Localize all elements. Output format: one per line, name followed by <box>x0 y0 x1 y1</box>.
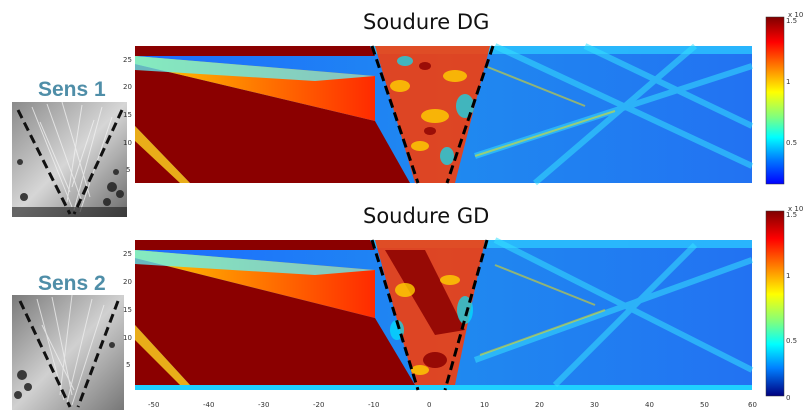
x-tick: 30 <box>590 401 599 409</box>
sens-2-label: Sens 2 <box>38 272 106 295</box>
micrograph-sens-2 <box>12 294 124 410</box>
plot-title-gd: Soudure GD <box>363 204 490 228</box>
colorbar-tick: 0 <box>786 394 791 402</box>
y-tick: 5 <box>126 166 131 174</box>
x-tick: -50 <box>148 401 160 409</box>
y-tick: 15 <box>123 111 132 119</box>
y-tick: 25 <box>123 250 132 258</box>
x-tick: -10 <box>368 401 380 409</box>
y-tick: 25 <box>123 56 132 64</box>
x-tick: -30 <box>258 401 270 409</box>
colorbar-tick: 0.5 <box>786 139 798 147</box>
y-tick: 10 <box>123 334 132 342</box>
x-tick: 50 <box>700 401 709 409</box>
x-tick: 40 <box>645 401 654 409</box>
y-tick: 20 <box>123 278 132 286</box>
colorbar-exponent: x 10-12 <box>788 205 803 213</box>
x-tick: 0 <box>427 401 432 409</box>
x-tick: 10 <box>480 401 489 409</box>
plot-title-dg: Soudure DG <box>363 10 490 34</box>
colorbar-gd <box>765 210 785 397</box>
x-tick: 60 <box>748 401 757 409</box>
heatmap-soudure-gd <box>135 237 754 391</box>
colorbar-tick: 1.5 <box>786 211 798 219</box>
y-tick: 10 <box>123 139 132 147</box>
y-tick: 5 <box>126 361 131 369</box>
heatmap-soudure-dg <box>135 43 754 186</box>
x-tick: -20 <box>313 401 325 409</box>
colorbar-tick: 1.5 <box>786 17 798 25</box>
y-tick: 20 <box>123 83 132 91</box>
x-axis: -50 -40 -30 -20 -10 0 10 20 30 40 50 60 <box>0 401 803 411</box>
x-tick: 20 <box>535 401 544 409</box>
colorbar-tick: 1 <box>786 272 791 280</box>
colorbar-exponent: x 10-12 <box>788 11 803 19</box>
sens-1-label: Sens 1 <box>38 78 106 101</box>
colorbar-tick: 1 <box>786 78 791 86</box>
colorbar-tick: 0.5 <box>786 337 798 345</box>
x-tick: -40 <box>203 401 215 409</box>
micrograph-sens-1 <box>12 101 127 217</box>
colorbar-dg <box>765 16 785 185</box>
y-tick: 15 <box>123 306 132 314</box>
